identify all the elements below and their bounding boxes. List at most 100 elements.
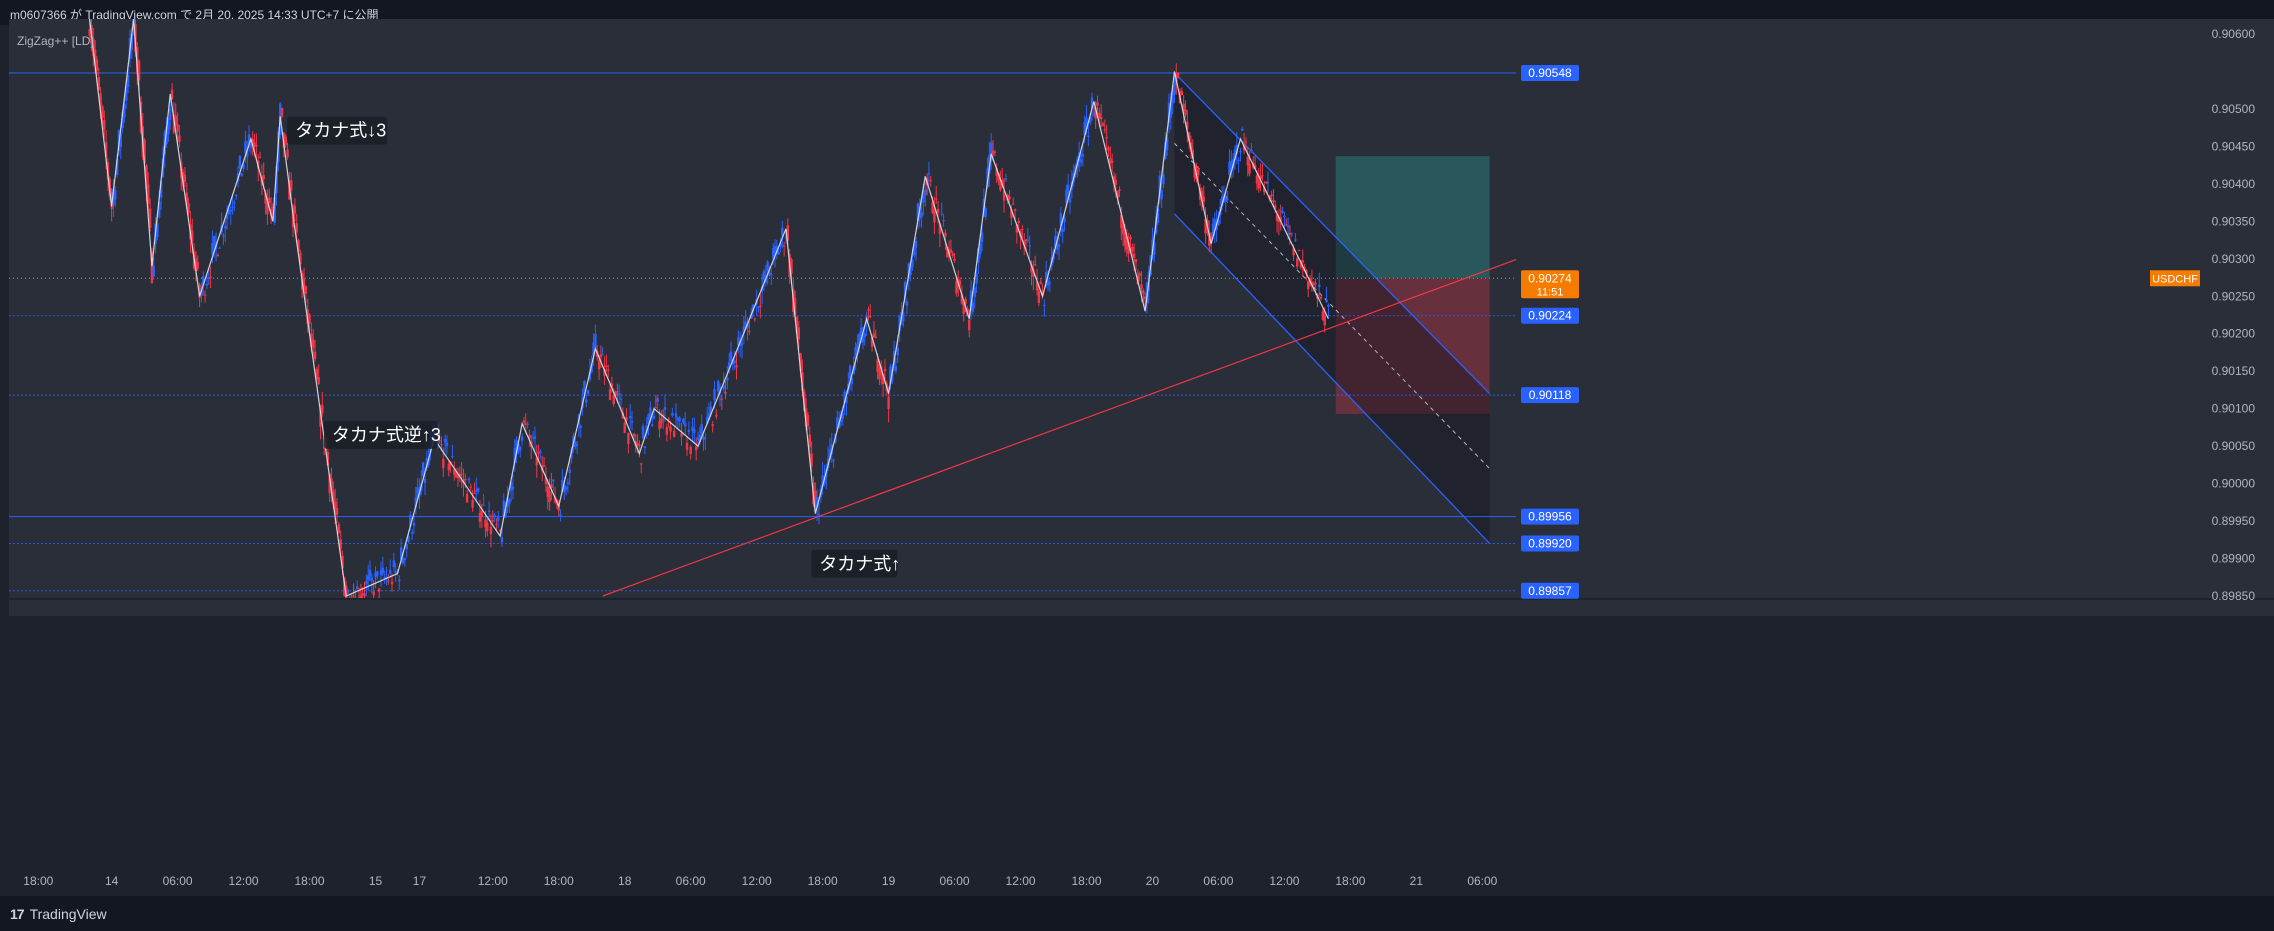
candle-body — [583, 381, 586, 395]
candle-body — [669, 426, 672, 432]
x-tick-label: 14 — [105, 874, 119, 888]
candle-body — [394, 570, 397, 574]
candle-body — [916, 203, 920, 221]
candle-body — [753, 318, 757, 320]
candle-body — [174, 115, 177, 126]
candle-body — [594, 333, 597, 348]
x-tick-label: 18:00 — [544, 874, 574, 888]
candle-body — [130, 34, 133, 50]
candle-body — [1255, 175, 1259, 184]
candle-body — [533, 436, 537, 439]
candle-body — [211, 242, 214, 255]
candle-body — [165, 126, 168, 145]
tradingview-logo-icon: 17 — [10, 906, 25, 922]
y-tick-label: 0.90300 — [2212, 252, 2256, 266]
candle-body — [898, 315, 901, 332]
x-tick-label: 18:00 — [295, 874, 325, 888]
candle-body — [427, 457, 430, 465]
candle-body — [1079, 159, 1083, 163]
candle-body — [588, 371, 592, 380]
candle-body — [339, 538, 342, 550]
candle-body — [456, 473, 460, 479]
candle-body — [1021, 228, 1024, 230]
candle-body — [869, 315, 872, 317]
candle-body — [852, 366, 855, 374]
candle-body — [1211, 223, 1215, 236]
candle-body — [176, 124, 179, 132]
candle-body — [817, 514, 821, 516]
candle-body — [486, 522, 489, 532]
candle-body — [1319, 296, 1323, 299]
candle-body — [178, 135, 181, 142]
y-tick-label: 0.89900 — [2212, 552, 2256, 566]
candle-body — [469, 486, 472, 488]
candle-body — [931, 201, 934, 214]
candle-body — [251, 139, 254, 146]
candle-body — [1301, 260, 1304, 263]
candle-body — [713, 389, 716, 401]
candle-body — [104, 142, 108, 157]
candle-body — [652, 415, 656, 419]
candle-body — [1158, 175, 1162, 197]
candle-body — [497, 516, 500, 521]
candle-body — [662, 414, 665, 416]
candle-body — [123, 104, 126, 118]
candle-body — [1010, 209, 1013, 218]
candle-body — [771, 248, 775, 258]
candle-body — [1325, 300, 1328, 303]
indicator-label: ZigZag++ [LD] — [17, 34, 94, 48]
annotation-box — [323, 420, 438, 449]
candle-body — [1129, 236, 1132, 240]
candle-body — [638, 444, 641, 446]
candle-body — [709, 406, 713, 415]
candle-body — [705, 416, 709, 424]
candle-body — [724, 392, 727, 394]
candle-body — [225, 214, 229, 220]
candle-body — [727, 362, 731, 370]
candle-body — [702, 436, 705, 440]
candle-body — [969, 290, 973, 311]
time-axis: 18:00 14 06:00 12:00 18:00 15 17 12:00 18:00 18 06… — [23, 874, 1497, 888]
candle-body — [1299, 261, 1303, 268]
level-tag-label: 0.90224 — [1528, 309, 1572, 323]
candle-body — [407, 536, 410, 542]
candle-body — [726, 378, 729, 381]
candle-body — [850, 378, 854, 384]
candle-body — [936, 208, 940, 213]
candle-body — [145, 165, 148, 189]
candle-body — [370, 577, 374, 582]
candle-body — [531, 436, 535, 438]
candle-body — [641, 426, 645, 439]
candle-body — [775, 245, 779, 253]
candle-body — [878, 366, 881, 380]
candle-body — [781, 227, 784, 237]
candle-body — [883, 368, 887, 372]
candle-body — [467, 478, 471, 481]
candle-body — [1165, 137, 1169, 150]
candle-body — [405, 543, 408, 550]
candle-body — [1116, 191, 1119, 199]
candle-body — [964, 299, 967, 304]
candle-body — [302, 278, 306, 291]
candle-body — [310, 333, 313, 347]
candle-body — [1028, 245, 1031, 247]
x-tick-label: 18:00 — [1071, 874, 1101, 888]
candle-body — [321, 404, 324, 414]
candle-body — [1098, 112, 1101, 118]
candle-body — [295, 223, 298, 233]
candle-body — [1244, 141, 1248, 143]
candle-body — [1272, 199, 1275, 202]
candle-body — [665, 427, 669, 435]
level-tag-label: 0.89956 — [1528, 510, 1572, 524]
candle-body — [115, 159, 119, 175]
candle-body — [423, 478, 427, 483]
candle-body — [693, 429, 696, 434]
candle-body — [651, 424, 654, 426]
tradingview-logo[interactable]: 17 TradingView — [10, 906, 107, 922]
level-tag-label: 0.89920 — [1528, 537, 1572, 551]
candle-body — [224, 226, 227, 229]
candle-body — [242, 164, 245, 169]
candles — [88, 19, 1330, 598]
candle-body — [264, 192, 267, 204]
